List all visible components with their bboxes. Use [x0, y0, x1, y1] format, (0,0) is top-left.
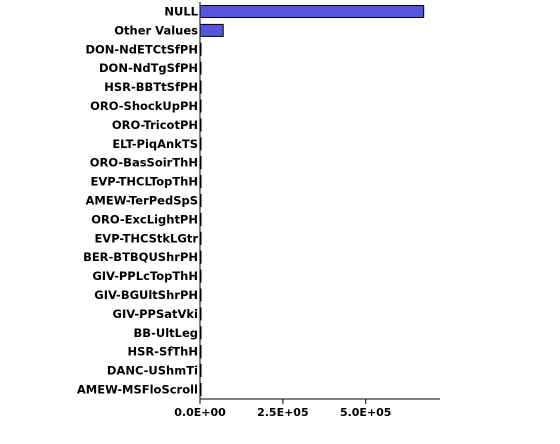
category-label: EVP-THCStkLGtr	[94, 231, 198, 245]
x-tick-label: 5.0E+05	[340, 406, 392, 419]
category-label: BB-UltLeg	[134, 326, 198, 340]
category-label: DON-NdETCtSfPH	[85, 42, 198, 56]
category-labels-group: NULL Other Values DON-NdETCtSfPH DON-NdTgSf…	[77, 5, 199, 397]
category-label: DANC-UShmTi	[107, 364, 198, 378]
category-label: ORO-ShockUpPH	[90, 99, 198, 113]
category-label: ELT-PiqAnkTS	[112, 137, 198, 151]
category-label: NULL	[164, 5, 198, 19]
x-axis-ticks-group: 0.0E+00 2.5E+05 5.0E+05	[174, 399, 391, 419]
category-label: EVP-THCLTopThH	[90, 175, 198, 189]
bar-null	[199, 5, 425, 18]
category-label: HSR-BBTtSfPH	[104, 80, 198, 94]
bar-other-values	[199, 23, 224, 37]
category-label: AMEW-TerPedSpS	[86, 194, 199, 208]
category-label: AMEW-MSFloScroll	[77, 383, 198, 397]
category-label: ORO-TricotPH	[112, 118, 198, 132]
category-label: HSR-SfThH	[128, 345, 198, 359]
category-label: BER-BTBQUShrPH	[83, 250, 198, 264]
category-label: DON-NdTgSfPH	[99, 61, 198, 75]
category-label: GIV-BGUltShrPH	[94, 288, 198, 302]
category-label: ORO-ExcLightPH	[91, 212, 198, 226]
category-label: ORO-BasSoirThH	[90, 156, 198, 170]
bars-group	[199, 5, 425, 396]
category-label: GIV-PPLcTopThH	[92, 269, 198, 283]
x-tick-label: 2.5E+05	[257, 406, 309, 419]
category-label: Other Values	[114, 23, 198, 37]
category-label: GIV-PPSatVki	[113, 307, 198, 321]
x-tick-label: 0.0E+00	[174, 406, 226, 419]
